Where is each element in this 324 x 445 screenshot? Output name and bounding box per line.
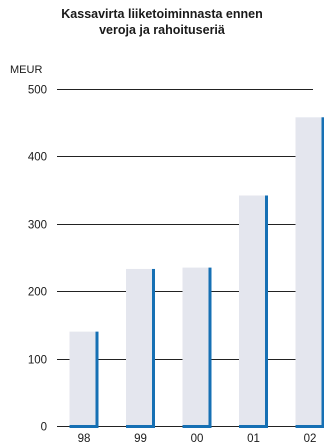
bar-01 [239,195,268,428]
bars [69,117,324,428]
bar-face-00 [182,267,212,426]
bar-base-02 [295,425,324,428]
y-tick-label-500: 500 [28,85,47,97]
bar-edge-00 [208,267,212,426]
y-tick-label-400: 400 [28,152,47,164]
y-tick-labels: 0 100 200 300 400 500 [28,85,47,434]
y-tick-label-200: 200 [28,287,47,299]
bar-02 [295,117,324,428]
bar-99 [126,268,155,428]
x-tick-label-00: 00 [191,433,204,445]
x-tick-label-99: 99 [134,433,147,445]
chart-title-line-2: veroja ja rahoituseriä [99,23,225,37]
bar-base-01 [239,425,268,428]
bar-edge-98 [95,331,99,426]
bar-base-98 [69,425,99,428]
x-tick-label-98: 98 [78,433,91,445]
bar-face-01 [239,195,268,426]
x-tick-labels: 98 99 00 01 02 [78,433,317,445]
y-tick-label-300: 300 [28,220,47,232]
bar-edge-99 [152,268,155,426]
bar-edge-01 [265,195,268,426]
bar-face-98 [69,331,99,426]
bar-face-99 [126,268,155,426]
bar-98 [69,331,99,428]
y-tick-label-100: 100 [28,355,47,367]
bar-edge-02 [321,117,324,427]
chart-title: Kassavirta liiketoiminnasta ennen veroja… [0,6,324,38]
y-axis-unit-label: MEUR [10,64,42,76]
x-tick-label-02: 02 [304,433,317,445]
bar-face-02 [295,117,324,427]
bar-00 [182,267,212,428]
bar-base-00 [182,425,212,428]
x-tick-label-01: 01 [247,433,260,445]
chart-title-line-1: Kassavirta liiketoiminnasta ennen [61,7,263,21]
bar-base-99 [126,425,155,428]
y-tick-label-0: 0 [41,422,47,434]
